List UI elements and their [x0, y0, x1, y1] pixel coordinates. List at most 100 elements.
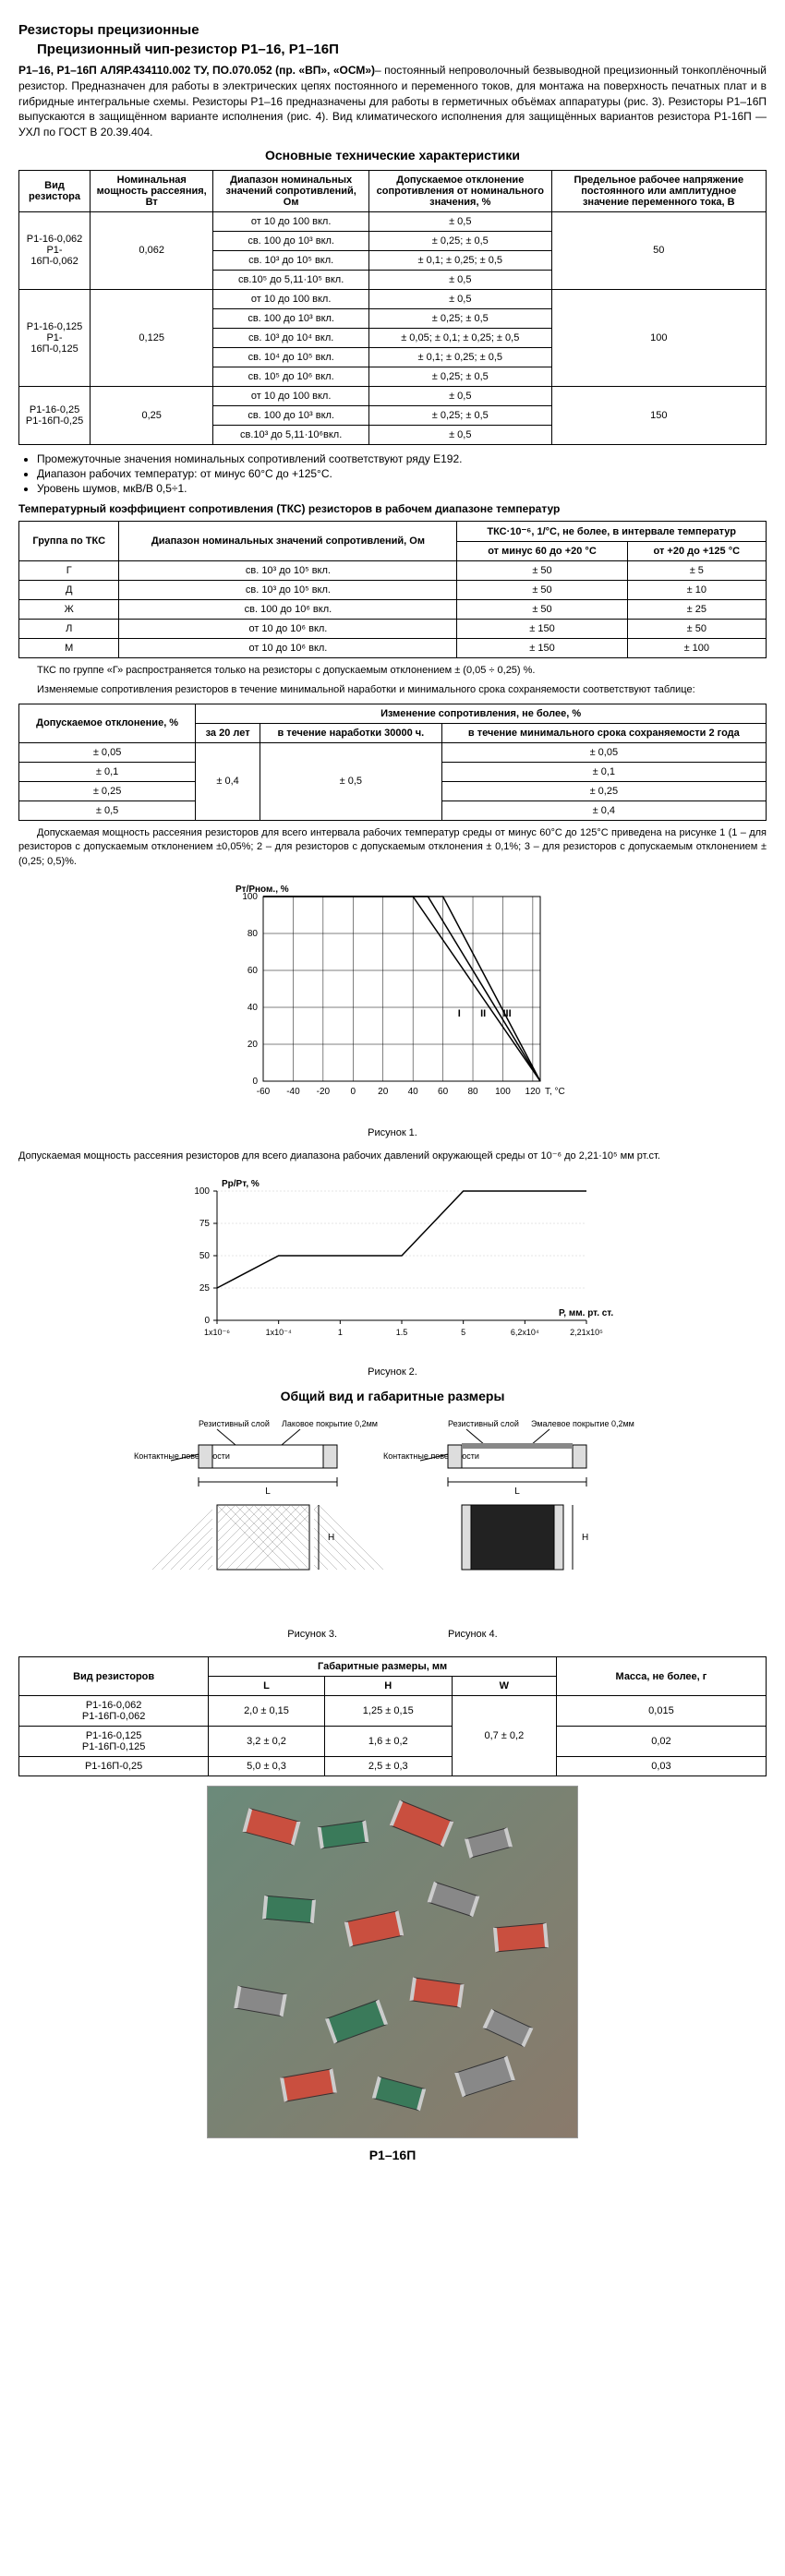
- note-item: Уровень шумов, мкВ/В 0,5÷1.: [37, 482, 767, 495]
- cell: Р1-16-0,125Р1-16П-0,125: [19, 289, 91, 386]
- svg-text:100: 100: [194, 1186, 210, 1197]
- svg-text:I: I: [458, 1008, 461, 1019]
- svg-text:Р, мм. рт. ст.: Р, мм. рт. ст.: [559, 1308, 613, 1318]
- main-table-title: Основные технические характеристики: [18, 148, 767, 163]
- cell: 1,6 ± 0,2: [324, 1727, 452, 1757]
- notes-list: Промежуточные значения номинальных сопро…: [37, 452, 767, 495]
- cell: ± 0,5: [19, 800, 196, 820]
- th-type: Вид резистора: [19, 170, 91, 211]
- svg-text:0: 0: [351, 1087, 356, 1097]
- cell: св. 100 до 10⁶ вкл.: [119, 599, 457, 619]
- cell: Р1-16-0,062 Р1-16П-0,062: [19, 1696, 209, 1727]
- cell: 0,062: [91, 211, 213, 289]
- cell: св.10³ до 5,11·10⁶вкл.: [213, 425, 369, 444]
- svg-text:80: 80: [248, 929, 259, 939]
- th-power: Номинальная мощность рассеяния, Вт: [91, 170, 213, 211]
- cell: Д: [19, 580, 119, 599]
- cell: св. 10³ до 10⁵ вкл.: [213, 250, 369, 270]
- cell: 1,25 ± 0,15: [324, 1696, 452, 1727]
- cell: св. 10³ до 10⁵ вкл.: [119, 580, 457, 599]
- svg-text:1: 1: [338, 1328, 343, 1337]
- svg-text:L: L: [265, 1487, 271, 1497]
- cell: св. 10⁵ до 10⁶ вкл.: [213, 367, 369, 386]
- svg-text:L: L: [514, 1487, 520, 1497]
- cell: св. 10³ до 10⁵ вкл.: [119, 560, 457, 580]
- cell: ± 0,1; ± 0,25; ± 0,5: [368, 250, 551, 270]
- cell: 2,5 ± 0,3: [324, 1757, 452, 1776]
- cell: Ж: [19, 599, 119, 619]
- svg-text:H: H: [328, 1533, 334, 1543]
- cell: 0,02: [556, 1727, 766, 1757]
- cell: 0,25: [91, 386, 213, 444]
- cell: 0,125: [91, 289, 213, 386]
- cell: ± 150: [457, 619, 627, 638]
- cell: ± 0,4: [196, 742, 260, 820]
- th: H: [324, 1677, 452, 1696]
- th: за 20 лет: [196, 723, 260, 742]
- tks-table: Группа по ТКСДиапазон номинальных значен…: [18, 521, 767, 658]
- cell: ± 0,1: [441, 762, 766, 781]
- cell: св. 100 до 10³ вкл.: [213, 405, 369, 425]
- diagrams: Резистивный слойЛаковое покрытие 0,2ммКо…: [115, 1413, 670, 1616]
- th-voltage: Предельное рабочее напряжение постоянног…: [551, 170, 766, 211]
- product-photo: [207, 1786, 578, 2138]
- photo-label: Р1–16П: [18, 2148, 767, 2162]
- th-tolerance: Допускаемое отклонение сопротивления от …: [368, 170, 551, 211]
- svg-text:40: 40: [408, 1087, 419, 1097]
- cell: 5,0 ± 0,3: [209, 1757, 325, 1776]
- svg-text:Эмалевое покрытие 0,2мм: Эмалевое покрытие 0,2мм: [531, 1419, 634, 1428]
- svg-text:100: 100: [495, 1087, 511, 1097]
- svg-text:H: H: [582, 1533, 588, 1543]
- cell: от 10 до 10⁶ вкл.: [119, 638, 457, 657]
- tks-note: ТКС по группе «Г» распространяется тольк…: [18, 664, 767, 678]
- tks-title: Температурный коэффициент сопротивления …: [18, 502, 767, 515]
- description: Р1–16, Р1–16П АЛЯР.434110.002 ТУ, ПО.070…: [18, 63, 767, 140]
- cell: 2,0 ± 0,15: [209, 1696, 325, 1727]
- cell: ± 0,05: [441, 742, 766, 762]
- svg-text:2,21x10⁵: 2,21x10⁵: [570, 1328, 603, 1337]
- th: в течение минимального срока сохраняемос…: [441, 723, 766, 742]
- pressure-note: Допускаемая мощность рассеяния резисторо…: [18, 1150, 767, 1163]
- cell: Л: [19, 619, 119, 638]
- chart2: 1x10⁻⁶1x10⁻⁴11.556,2x10⁴2,21x10⁵02550751…: [171, 1173, 614, 1357]
- svg-text:Резистивный слой: Резистивный слой: [199, 1419, 270, 1428]
- title1: Резисторы прецизионные: [18, 22, 767, 38]
- svg-text:120: 120: [525, 1087, 541, 1097]
- cell: 0,03: [556, 1757, 766, 1776]
- cell: Р1-16-0,125 Р1-16П-0,125: [19, 1727, 209, 1757]
- change-table: Допускаемое отклонение, %Изменение сопро…: [18, 704, 767, 821]
- svg-text:1x10⁻⁶: 1x10⁻⁶: [204, 1328, 230, 1337]
- cell: ± 0,1: [19, 762, 196, 781]
- change-intro: Изменяемые сопротивления резисторов в те…: [18, 683, 767, 697]
- th: Габаритные размеры, мм: [209, 1657, 557, 1677]
- svg-text:60: 60: [438, 1087, 449, 1097]
- cell: 50: [551, 211, 766, 289]
- cell: ± 0,1; ± 0,25; ± 0,5: [368, 347, 551, 367]
- svg-text:75: 75: [199, 1219, 211, 1229]
- cell: ± 5: [627, 560, 766, 580]
- cell: ± 0,5: [260, 742, 442, 820]
- svg-text:6,2x10⁴: 6,2x10⁴: [511, 1328, 539, 1337]
- chart1: -60-40-20020406080100120020406080100IIII…: [217, 878, 568, 1118]
- dims-title: Общий вид и габаритные размеры: [18, 1389, 767, 1403]
- svg-text:1x10⁻⁴: 1x10⁻⁴: [266, 1328, 292, 1337]
- cell: св. 100 до 10³ вкл.: [213, 231, 369, 250]
- th: Вид резисторов: [19, 1657, 209, 1696]
- main-specs-table: Вид резистора Номинальная мощность рассе…: [18, 170, 767, 445]
- cell: 0,015: [556, 1696, 766, 1727]
- svg-text:1.5: 1.5: [396, 1328, 408, 1337]
- cell: от 10 до 100 вкл.: [213, 289, 369, 308]
- cell: ± 0,4: [441, 800, 766, 820]
- svg-text:Лаковое покрытие 0,2мм: Лаковое покрытие 0,2мм: [282, 1419, 378, 1428]
- svg-text:III: III: [502, 1008, 511, 1019]
- cell: Р1-16-0,25Р1-16П-0,25: [19, 386, 91, 444]
- svg-text:5: 5: [461, 1328, 465, 1337]
- cell: ± 0,05: [19, 742, 196, 762]
- svg-text:Pт/Pном., %: Pт/Pном., %: [236, 885, 289, 895]
- svg-text:0: 0: [252, 1077, 258, 1087]
- svg-text:II: II: [480, 1008, 486, 1019]
- cell: ± 50: [627, 619, 766, 638]
- th: Масса, не более, г: [556, 1657, 766, 1696]
- cell: ± 50: [457, 580, 627, 599]
- th: ТКС·10⁻⁶, 1/°С, не более, в интервале те…: [457, 521, 767, 541]
